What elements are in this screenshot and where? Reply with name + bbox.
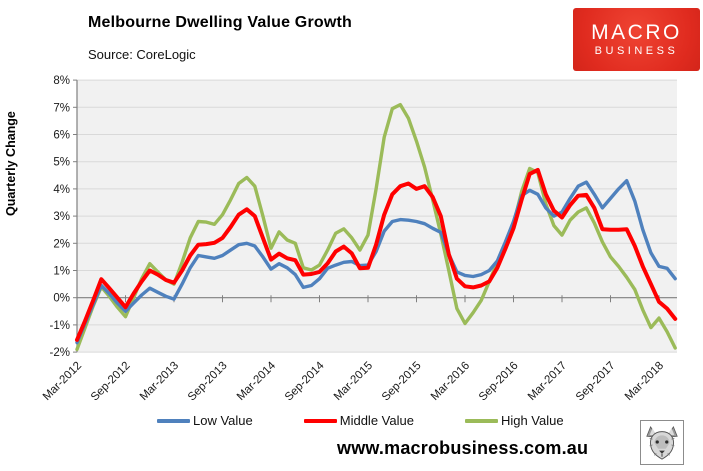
x-tick-label: Mar-2015 [332, 360, 375, 403]
y-tick-label: 4% [53, 184, 70, 196]
x-tick-label: Sep-2017 [574, 360, 618, 404]
chart-legend: Low Value Middle Value High Value [157, 413, 564, 428]
x-tick-label: Sep-2014 [283, 359, 327, 403]
wolf-logo-box [640, 420, 684, 465]
y-tick-label: 3% [53, 211, 70, 223]
x-tick-label: Sep-2012 [89, 360, 133, 404]
x-tick-label: Mar-2013 [138, 360, 181, 403]
x-tick-label: Sep-2013 [186, 360, 230, 404]
y-tick-label: -1% [50, 320, 70, 332]
x-tick-label: Mar-2018 [623, 360, 666, 403]
wolf-icon [646, 425, 678, 460]
x-tick-label: Sep-2016 [477, 360, 521, 404]
legend-item-middle-value: Middle Value [303, 413, 414, 428]
legend-swatch-low-value-line [157, 418, 190, 423]
logo-text-business: BUSINESS [594, 44, 679, 57]
y-tick-label: 0% [53, 293, 70, 305]
x-tick-label: Sep-2015 [380, 360, 424, 404]
series-line-middle-value [75, 167, 678, 342]
website-url: www.macrobusiness.com.au [337, 438, 589, 458]
series-line-low-value [75, 178, 677, 345]
y-tick-label: 7% [53, 102, 70, 114]
chart-title: Melbourne Dwelling Value Growth [88, 14, 353, 31]
y-tick-label: 6% [53, 130, 70, 142]
x-tick-label: Mar-2017 [526, 360, 569, 403]
legend-label: Low Value [193, 413, 253, 428]
x-tick-label: Mar-2016 [429, 360, 472, 403]
y-tick-label: 1% [53, 266, 70, 278]
legend-swatch-high-value-line [464, 418, 498, 423]
chart-source: Source: CoreLogic [88, 47, 196, 62]
y-tick-label: 8% [53, 75, 70, 87]
legend-label: High Value [500, 413, 564, 428]
y-tick-label: 2% [53, 238, 70, 250]
x-tick-label: Mar-2014 [235, 359, 279, 403]
legend-label: Middle Value [339, 413, 414, 428]
y-tick-label: -2% [50, 347, 70, 359]
y-tick-label: 5% [53, 157, 70, 169]
x-tick-label: Mar-2012 [41, 360, 84, 403]
legend-item-low-value: Low Value [157, 413, 253, 428]
legend-swatch-middle-value-line [303, 418, 337, 423]
line-chart-plot: 8% 7% 6% 5% 4% 3% 2% 1% 0% -1% -2%Mar-2012 Sep-2012… [41, 75, 678, 404]
macrobusiness-logo: MACRO BUSINESS [573, 8, 700, 71]
legend-item-high-value: High Value [464, 413, 564, 428]
logo-text-macro: MACRO [591, 20, 682, 44]
